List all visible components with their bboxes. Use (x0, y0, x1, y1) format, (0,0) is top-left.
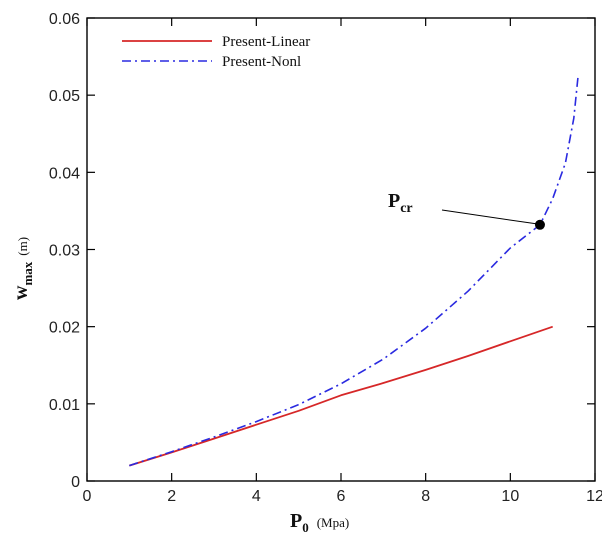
x-tick-label: 10 (501, 488, 519, 505)
x-tick-label: 4 (252, 488, 261, 505)
x-axis-label-sub: 0 (302, 520, 309, 534)
series-layer (129, 75, 579, 467)
x-tick-label: 12 (586, 488, 602, 505)
x-axis-label-main: P (290, 510, 302, 532)
pcr-marker (534, 219, 545, 230)
x-tick-label: 8 (421, 488, 430, 505)
x-tick-label: 6 (337, 488, 346, 505)
y-axis-label-main: w (10, 285, 32, 300)
plot-frame (86, 17, 596, 482)
legend: Present-Linear Present-Nonl (122, 34, 310, 70)
y-tick-label: 0.01 (49, 397, 80, 414)
y-tick-label: 0.05 (49, 88, 80, 105)
y-tick-label: 0.04 (49, 165, 80, 182)
y-tick-label: 0.06 (49, 11, 80, 28)
legend-label-linear: Present-Linear (222, 34, 310, 50)
legend-label-nonlinear: Present-Nonl (222, 54, 301, 70)
pcr-label-main: P (388, 190, 400, 212)
pcr-annotation: Pcr (388, 190, 545, 230)
ticks: 0 2 4 6 8 10 12 0 0.01 0.02 0.03 0.04 0.05 0.06 (49, 11, 602, 505)
pcr-label-sub: cr (400, 201, 412, 216)
series-line-nonlinear (129, 75, 579, 467)
x-axis-label: P0 (Mpa) (290, 510, 349, 534)
y-axis-label-unit: (m) (15, 237, 30, 256)
y-tick-label: 0.02 (49, 320, 80, 337)
x-tick-label: 0 (83, 488, 92, 505)
y-tick-label: 0 (71, 474, 80, 491)
y-axis-label-sub: max (20, 261, 35, 285)
y-axis-label: wmax (m) (10, 237, 35, 300)
x-tick-label: 2 (167, 488, 176, 505)
pcr-label: Pcr (388, 190, 413, 216)
series-line-linear (129, 325, 553, 467)
y-tick-label: 0.03 (49, 243, 80, 260)
pcr-leader-line (441, 209, 537, 225)
x-axis-label-unit: (Mpa) (317, 515, 350, 530)
